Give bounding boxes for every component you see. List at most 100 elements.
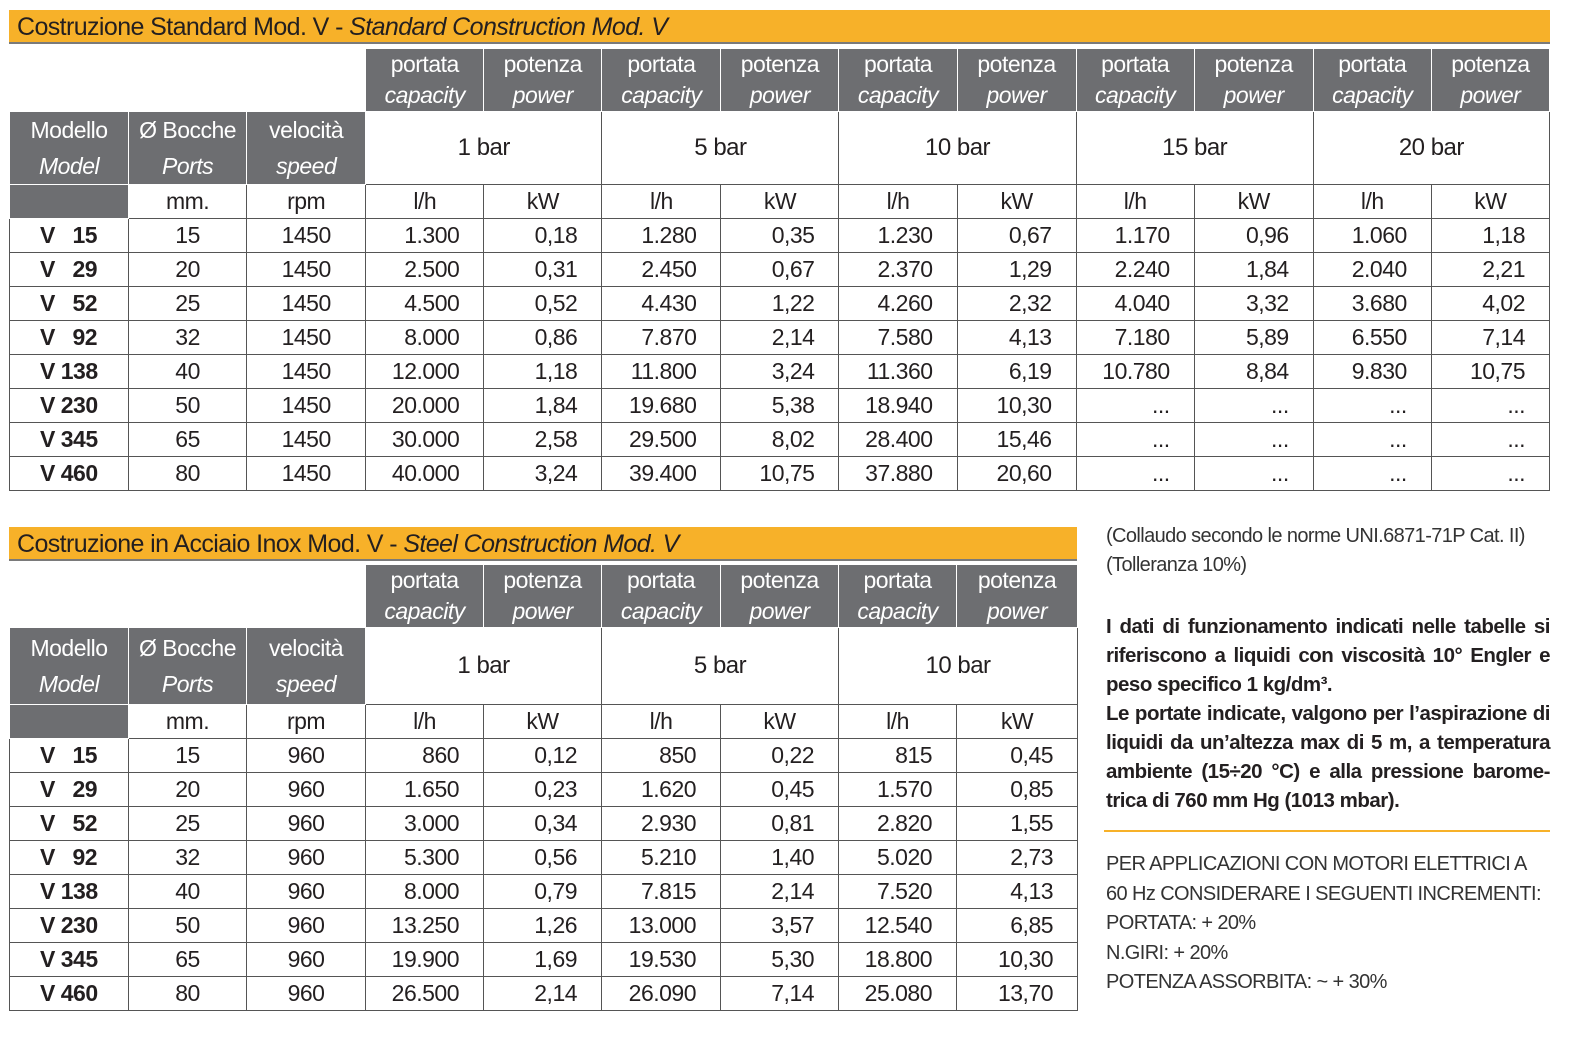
capacity-cell: 13.000 [601,908,722,943]
speed-cell: 1450 [246,388,367,423]
table-row: V 138 40 1450 12.000 1,18 11.800 3,24 11.360 6,1… [8,354,1551,389]
speed-header: velocità speed [246,111,367,185]
power-cell: 10,30 [956,942,1079,977]
capacity-cell: 3.680 [1312,286,1432,321]
power-cell: ... [1430,422,1551,457]
model-cell: V 29 [8,252,130,287]
power-cell: ... [1193,456,1314,491]
capacity-cell: 12.000 [365,354,485,389]
increment-line: PORTATA: + 20% [1106,912,1256,934]
capacity-header-it: portata [626,567,696,593]
power-unit: kW [1193,184,1314,219]
power-cell: ... [1193,388,1314,423]
power-header-en: power [1223,82,1285,108]
power-cell: 0,45 [720,772,840,807]
power-cell: 0,81 [720,806,840,841]
description-line: liquidi da un’altezza max di 5 m, a temp… [1106,731,1551,754]
speed-cell: 960 [245,908,367,943]
ports-cell: 80 [128,456,248,491]
capacity-header-it: portata [627,51,696,77]
capacity-cell: 11.360 [838,354,958,389]
capacity-cell: 12.540 [838,908,958,943]
table-row: V 15 15 1450 1.300 0,18 1.280 0,35 1.230 0,67 1.1… [8,218,1551,253]
power-cell: 1,18 [483,354,603,389]
ports-cell: 32 [128,320,248,355]
power-header-en: power [512,82,574,108]
model-cell: V 92 [8,320,130,355]
speed-cell: 960 [245,738,367,773]
ports-cell: 15 [128,738,247,773]
ports-header-en: Ports [162,153,214,179]
power-cell: 8,02 [720,422,840,457]
power-cell: 1,84 [483,388,603,423]
power-cell: 15,46 [956,422,1077,457]
model-cell: V 230 [9,908,129,943]
power-cell: ... [1430,388,1551,423]
capacity-cell: 6.550 [1312,320,1432,355]
capacity-cell: 5.300 [365,840,485,875]
ports-cell: 65 [128,942,247,977]
table-row: V 29 20 1450 2.500 0,31 2.450 0,67 2.370 1,29 2.2… [8,252,1551,287]
power-unit: kW [483,184,603,219]
speed-cell: 1450 [246,456,367,491]
power-cell: 5,30 [720,942,840,977]
ports-cell: 15 [128,218,248,253]
table1-title-it: Costruzione Standard Mod. V - [17,13,350,41]
speed-cell: 960 [245,772,367,807]
capacity-header-en: capacity [857,82,939,108]
power-header: potenza power [720,564,840,628]
speed-cell: 1450 [246,320,367,355]
power-cell: 0,85 [956,772,1079,807]
capacity-cell: 19.680 [601,388,722,423]
description-line: peso specifico 1 kg/dm³. [1106,673,1333,696]
capacity-cell: 39.400 [601,456,722,491]
power-cell: 1,22 [720,286,840,321]
power-header-it: potenza [740,51,820,77]
description-line: I dati di funzionamento indicati nelle t… [1106,615,1551,638]
power-cell: 1,55 [956,806,1079,841]
capacity-cell: 30.000 [365,422,485,457]
pressure-label: 1 bar [365,111,603,185]
capacity-cell: 25.080 [838,976,958,1011]
capacity-header: portata capacity [1075,48,1195,112]
model-cell: V 15 [8,218,130,253]
pressure-label: 5 bar [601,627,840,705]
model-header: Modello Model [9,627,129,705]
model-cell: V 345 [8,422,130,457]
capacity-cell: 40.000 [365,456,485,491]
capacity-header-en: capacity [857,598,938,624]
ports-cell: 20 [128,252,248,287]
capacity-header-it: portata [390,51,460,77]
power-cell: 0,67 [720,252,840,287]
model-cell: V 52 [8,286,130,321]
capacity-header: portata capacity [838,564,958,628]
table-row: V 52 25 1450 4.500 0,52 4.430 1,22 4.260 2,32 4.0… [8,286,1551,321]
capacity-cell: 10.780 [1075,354,1195,389]
power-cell: 2,14 [720,874,840,909]
capacity-cell: ... [1312,422,1432,457]
capacity-cell: 4.430 [601,286,722,321]
table-row: V 92 32 960 5.300 0,56 5.210 1,40 5.020 2,73 [9,840,1079,875]
capacity-cell: 4.260 [838,286,958,321]
power-cell: 1,84 [1193,252,1314,287]
capacity-cell: 2.040 [1312,252,1432,287]
capacity-cell: 20.000 [365,388,485,423]
ports-header-en: Ports [161,671,214,697]
ports-header: Ø Bocche Ports [128,627,247,705]
power-header-en: power [986,598,1048,624]
power-header-it: potenza [977,567,1057,593]
capacity-cell: 2.820 [838,806,958,841]
power-cell: 0,86 [483,320,603,355]
capacity-cell: 26.500 [365,976,485,1011]
power-cell: 0,45 [956,738,1079,773]
model-header-en: Model [38,671,100,697]
power-cell: 1,40 [720,840,840,875]
power-cell: 0,56 [483,840,603,875]
table1-title: Costruzione Standard Mod. V - Standard C… [9,10,1550,44]
speed-cell: 1450 [246,286,367,321]
capacity-cell: 850 [601,738,722,773]
increment-line: PER APPLICAZIONI CON MOTORI ELETTRICI A [1106,853,1527,875]
table2: portata capacity potenza power portata capaci… [9,564,1079,1011]
capacity-cell: 18.800 [838,942,958,977]
capacity-cell: 8.000 [365,320,485,355]
